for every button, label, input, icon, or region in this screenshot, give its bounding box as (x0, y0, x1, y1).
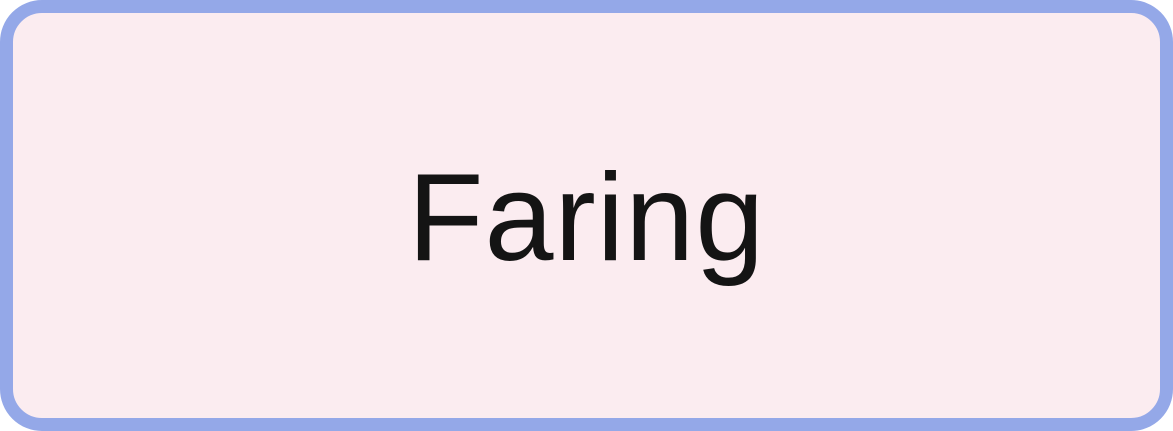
card-label: Faring (407, 148, 766, 287)
